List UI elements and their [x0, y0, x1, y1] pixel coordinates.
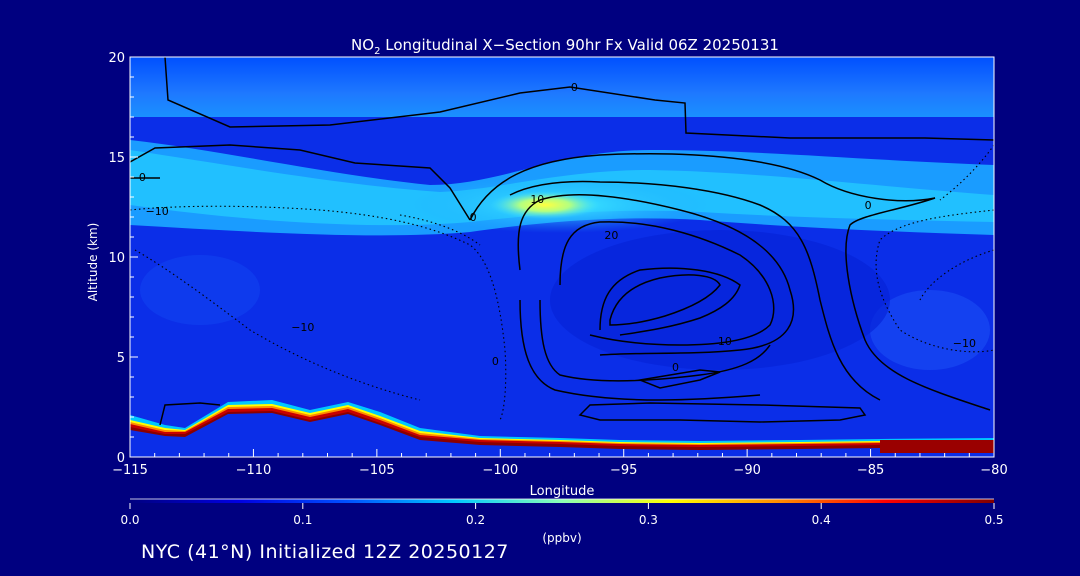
contour-20-inner: [599, 267, 741, 336]
y-tick-label: 10: [108, 251, 125, 266]
contour-label: 0: [672, 361, 679, 374]
footer-caption: NYC (41°N) Initialized 12Z 20250127: [141, 541, 509, 563]
contour-label-dashed: −10: [146, 205, 169, 218]
y-tick-label: 20: [108, 51, 125, 66]
colorbar-tick-label: 0.0: [120, 513, 139, 527]
dark-core: [550, 230, 890, 370]
hotspot-max: [490, 191, 600, 219]
contour-label: 0: [470, 211, 477, 224]
stratosphere-band: [130, 57, 994, 117]
contour-label: 10: [530, 193, 544, 206]
contour-neg10-mid: [134, 249, 421, 401]
x-axis: −115 −110 −105 −100 −95 −90 −85 −80: [112, 449, 1008, 478]
y-tick-label: 0: [117, 451, 125, 466]
contour-labels: 0 0 0 10 20 0 10 0 −10 −10 −10 0: [139, 81, 976, 374]
x-tick-label: −95: [610, 463, 637, 478]
colorbar-tick-label: 0.1: [293, 513, 312, 527]
contour-lower-10: [539, 299, 771, 382]
title-species: NO: [351, 36, 374, 54]
dashed-contours: [130, 144, 994, 421]
title-rest: Longitudinal X−Section 90hr Fx Valid 06Z…: [380, 36, 778, 54]
x-tick-label: −115: [112, 463, 148, 478]
x-tick-label: −85: [857, 463, 884, 478]
contour-label: 0: [865, 199, 872, 212]
contour-10: [509, 180, 881, 401]
x-tick-label: −110: [236, 463, 272, 478]
colorbar-bar: [130, 499, 994, 503]
contour-label-dashed: 0: [492, 355, 499, 368]
y-tick-label: 15: [108, 151, 125, 166]
chart-title: NO2 Longitudinal X−Section 90hr Fx Valid…: [351, 36, 779, 57]
plot-area: [130, 57, 994, 457]
y-axis: 0 5 10 15 20: [108, 51, 138, 466]
colorbar-tick-label: 0.3: [639, 513, 658, 527]
contour-10-inner: [517, 194, 795, 356]
title-subscript: 2: [374, 46, 380, 57]
x-tick-label: −100: [482, 463, 518, 478]
x-tick-label: −90: [733, 463, 760, 478]
mid-patch-east: [870, 290, 990, 370]
contour-label-dashed: −10: [291, 321, 314, 334]
contour-label: 0: [139, 171, 146, 184]
contour-20: [559, 221, 775, 346]
contour-label: 10: [718, 335, 732, 348]
solid-contours: [130, 57, 994, 426]
colorbar-ticks: 0.0 0.1 0.2 0.3 0.4 0.5: [120, 503, 1004, 527]
contour-label-dashed: −10: [953, 337, 976, 350]
mid-patch-west: [140, 255, 260, 325]
contour-neg10-west: [130, 205, 507, 421]
terrain-fill-east: [880, 440, 994, 453]
contour-inner-core: [609, 274, 721, 326]
contour-neg-east-inner: [919, 249, 994, 301]
colorbar: 0.0 0.1 0.2 0.3 0.4 0.5 (ppbv): [120, 498, 1004, 545]
x-tick-label: −105: [359, 463, 395, 478]
contour-zero-loop: [469, 152, 991, 411]
contour-zero-upper-west: [130, 144, 471, 221]
colorbar-tick-label: 0.5: [984, 513, 1003, 527]
x-tick-label: −80: [980, 463, 1007, 478]
x-axis-label: Longitude: [530, 484, 595, 499]
y-axis-label: Altitude (km): [86, 223, 100, 302]
y-tick-label: 5: [117, 351, 125, 366]
colorbar-label: (ppbv): [542, 531, 581, 545]
contour-zero-top: [164, 57, 994, 141]
contour-west-low: [159, 402, 221, 426]
contour-neg-west-upper: [399, 214, 481, 246]
contour-label: 20: [604, 229, 618, 242]
contour-small-loop: [637, 369, 721, 389]
contour-label: 0: [571, 81, 578, 94]
colorbar-tick-label: 0.4: [812, 513, 831, 527]
colorbar-tick-label: 0.2: [466, 513, 485, 527]
contour-lower-loop: [578, 402, 867, 423]
contour-lower-0: [519, 299, 761, 401]
terrain: [130, 413, 994, 457]
